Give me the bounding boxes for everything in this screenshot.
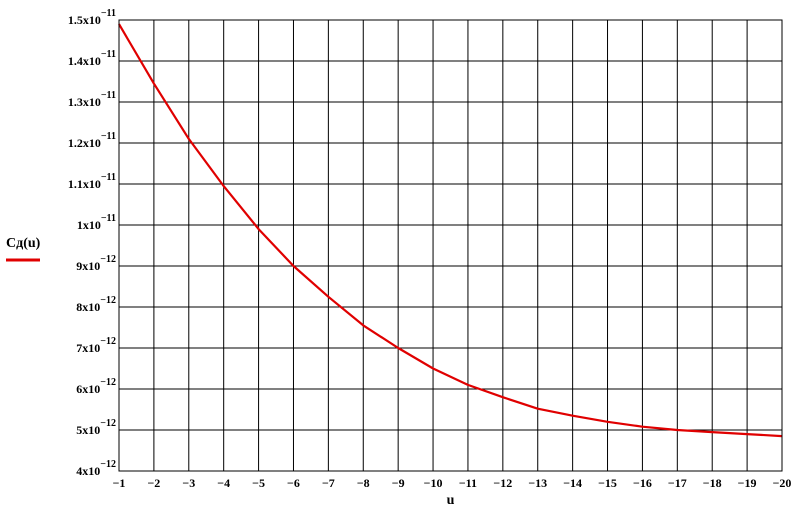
x-tick-label: −10 [424, 476, 443, 490]
legend-label: Cд(u) [6, 236, 41, 251]
x-tick-label: −4 [217, 476, 230, 490]
grid [118, 19, 783, 472]
y-tick-label: 7x10−12 [76, 336, 116, 355]
x-tick-label: −5 [252, 476, 265, 490]
x-tick-label: −20 [773, 476, 792, 490]
y-tick-label: 9x10−12 [76, 254, 116, 273]
x-tick-label: −14 [563, 476, 582, 490]
y-tick-label: 1x10−11 [77, 213, 116, 232]
x-tick-label: −12 [493, 476, 512, 490]
x-tick-label: −11 [459, 476, 477, 490]
x-tick-label: −18 [703, 476, 722, 490]
x-tick-label: −3 [182, 476, 195, 490]
y-tick-label: 1.5x10−11 [68, 8, 116, 27]
x-tick-label: −16 [633, 476, 652, 490]
y-tick-label: 1.4x10−11 [68, 49, 116, 68]
x-tick-labels: −1 −2 −3 −4 −5 −6 −7 −8 −9 −10 −11 −12 −13 −14 −15 −16 −… [113, 476, 792, 490]
x-tick-label: −19 [738, 476, 757, 490]
y-tick-label: 1.3x10−11 [68, 90, 116, 109]
y-tick-label: 1.1x10−11 [68, 172, 116, 191]
series-layer [118, 23, 783, 438]
x-tick-label: −15 [598, 476, 617, 490]
y-tick-labels: 4x10−12 5x10−12 6x10−12 7x10−12 8x10−12 9x10−… [68, 8, 116, 478]
y-tick-label: 5x10−12 [76, 418, 116, 437]
x-tick-label: −6 [287, 476, 300, 490]
y-tick-label: 4x10−12 [76, 459, 116, 478]
plot-frame [118, 19, 783, 472]
x-tick-label: −2 [147, 476, 160, 490]
series-line [118, 23, 783, 438]
y-tick-label: 1.2x10−11 [68, 131, 116, 150]
x-tick-label: −9 [392, 476, 405, 490]
y-tick-label: 8x10−12 [76, 295, 116, 314]
x-tick-label: −1 [113, 476, 126, 490]
y-tick-label: 6x10−12 [76, 377, 116, 396]
legend: Cд(u) [6, 236, 41, 262]
x-tick-label: −7 [322, 476, 335, 490]
x-tick-label: −17 [668, 476, 687, 490]
x-axis-label: u [447, 493, 455, 508]
x-tick-label: −8 [357, 476, 370, 490]
x-tick-label: −13 [528, 476, 547, 490]
